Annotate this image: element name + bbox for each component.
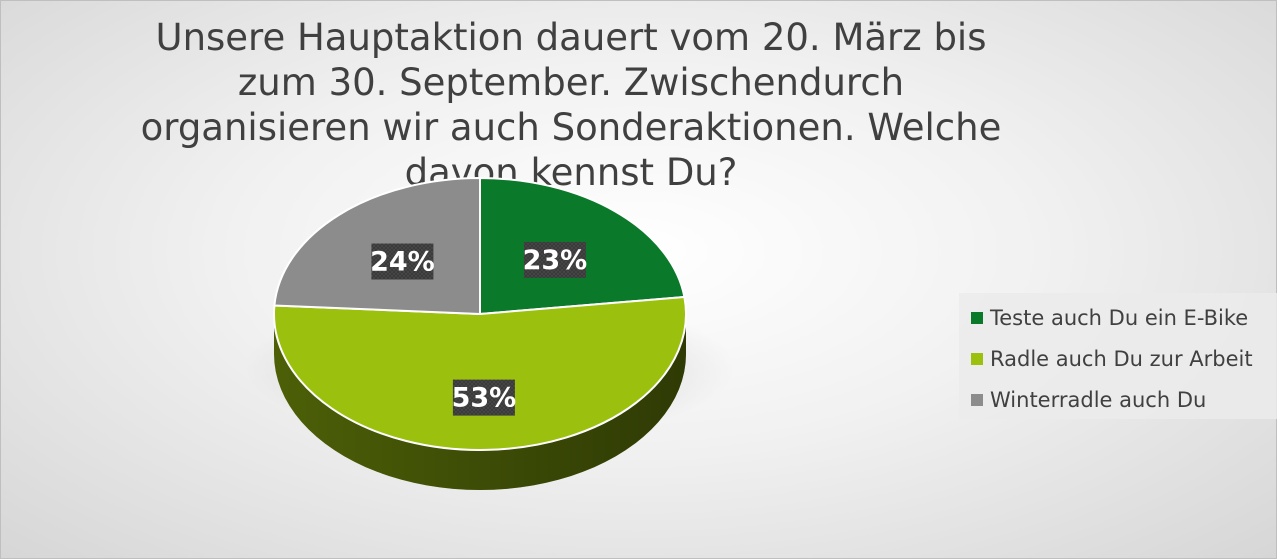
chart-title: Unsere Hauptaktion dauert vom 20. März b… (140, 16, 1002, 194)
legend-swatch (971, 311, 983, 324)
legend-label: Radle auch Du zur Arbeit (990, 346, 1253, 371)
legend-swatch (971, 393, 983, 406)
data-label-box (452, 379, 515, 416)
data-label-box (523, 241, 586, 278)
legend-swatch (971, 352, 983, 365)
legend-item: Teste auch Du ein E-Bike (971, 297, 1277, 338)
legend-item: Winterradle auch Du (971, 379, 1277, 420)
data-label-box (371, 243, 434, 280)
legend-label: Winterradle auch Du (990, 387, 1207, 412)
legend-item: Radle auch Du zur Arbeit (971, 338, 1277, 379)
data-label: 53% (452, 383, 517, 414)
pie-slice-side-shading (274, 314, 686, 490)
pie-slice (273, 295, 687, 451)
data-label: 24% (370, 247, 435, 278)
legend-label: Teste auch Du ein E-Bike (990, 305, 1249, 330)
chart-legend: Teste auch Du ein E-Bike Radle auch Du z… (959, 293, 1277, 419)
data-label: 23% (523, 245, 588, 276)
